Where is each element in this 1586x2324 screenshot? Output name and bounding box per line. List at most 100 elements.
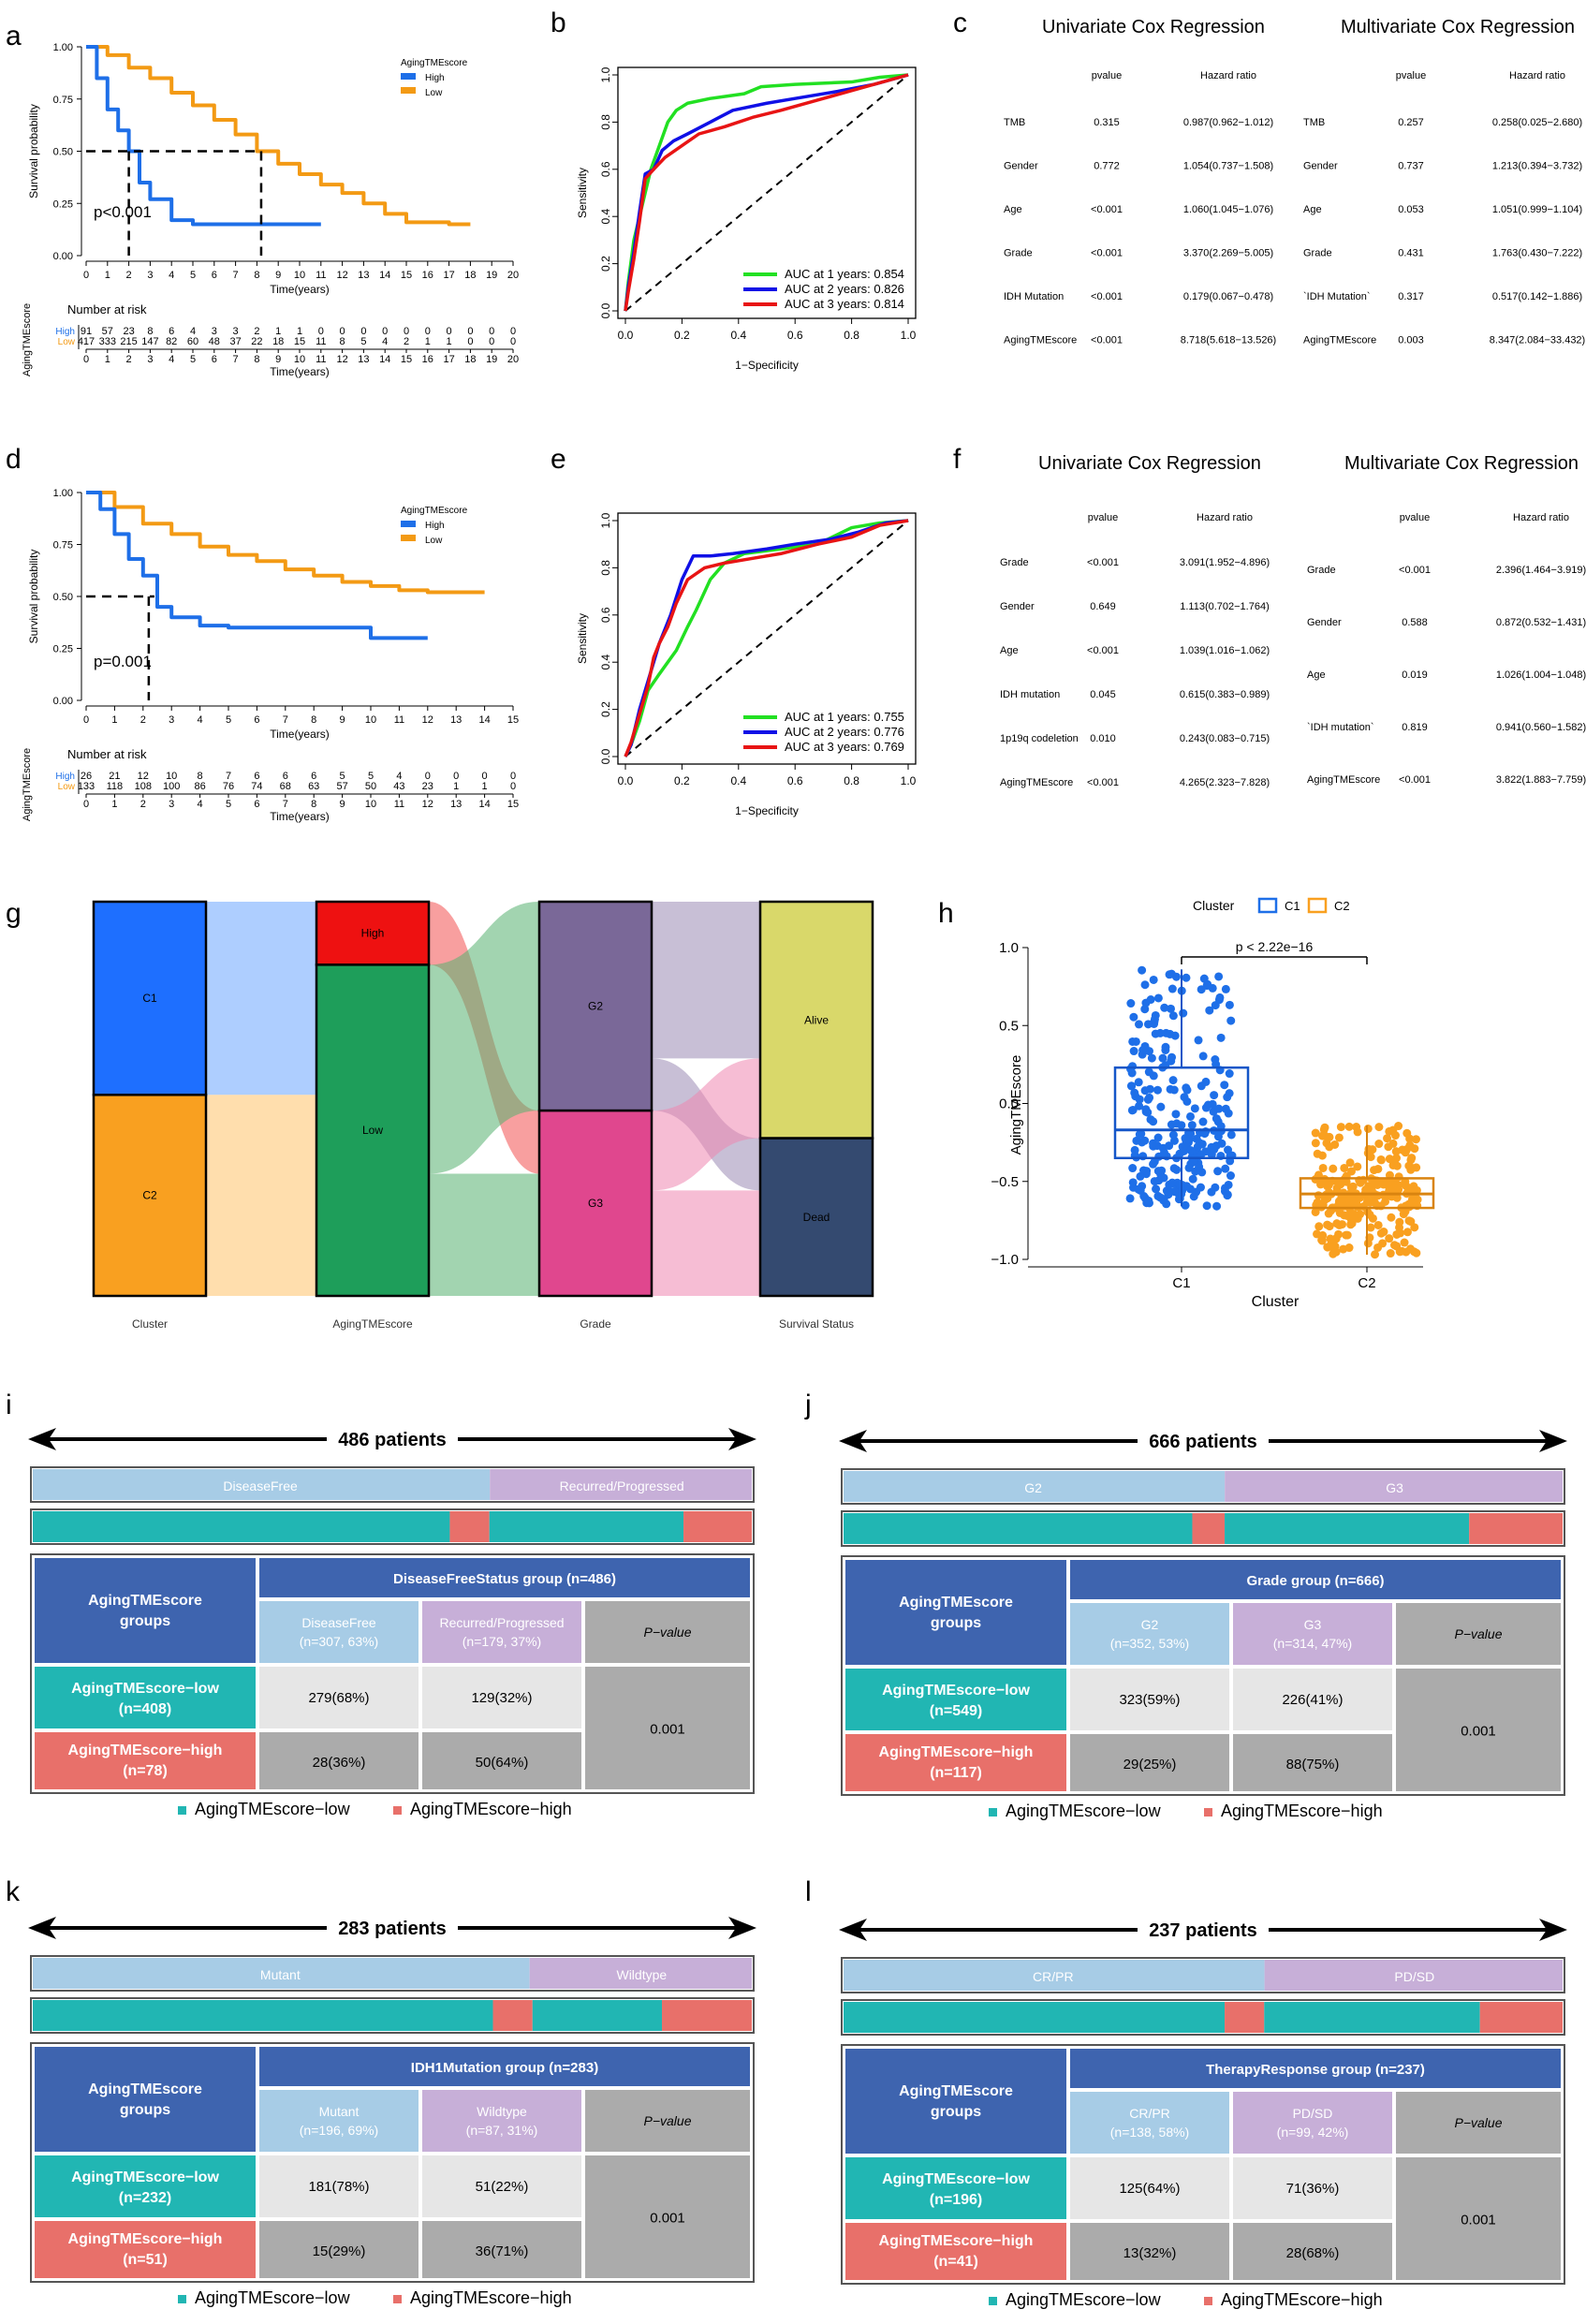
box-point-c1	[1184, 1163, 1194, 1172]
risk-low-value: 43	[393, 781, 404, 792]
risk-low-value: 108	[135, 781, 152, 792]
km-y-tick-label: 0.00	[53, 251, 73, 262]
cell-low-2	[422, 1667, 581, 1728]
risk-low-value: 0	[489, 336, 494, 347]
risk-x-tick-label: 5	[226, 799, 231, 810]
km-x-tick-label: 3	[169, 714, 174, 726]
box-point-c1	[1194, 1036, 1203, 1045]
cox-multi-variable: AgingTMEscore	[1307, 774, 1380, 786]
group-bar-segment-1	[844, 2002, 1226, 2033]
box-point-c2	[1322, 1139, 1331, 1148]
box-point-c2	[1387, 1213, 1396, 1222]
cox-multi-col-hr: Hazard ratio	[1513, 512, 1569, 523]
risk-x-tick-label: 13	[450, 799, 462, 810]
box-point-c2	[1394, 1122, 1403, 1131]
cox-multi-variable: Gender	[1303, 161, 1338, 172]
cox-uni-col-pvalue: pvalue	[1088, 512, 1118, 523]
group-header-label: DiseaseFreeStatus group (n=486)	[393, 1571, 616, 1587]
group-bar-segment-4	[1469, 1513, 1563, 1544]
risk-high-value: 1	[297, 326, 302, 337]
box-point-c2	[1406, 1165, 1416, 1174]
cell-low-1-value: 279(68%)	[308, 1690, 369, 1706]
risk-low-value: 4	[382, 336, 388, 347]
roc-y-tick-label: 0.4	[599, 209, 612, 225]
box-point-c2	[1402, 1228, 1412, 1237]
box-point-c1	[1226, 1130, 1236, 1140]
box-point-c2	[1320, 1131, 1329, 1140]
box-y-tick-label: −1.0	[991, 1252, 1019, 1268]
sub-header-1-label: Mutant	[319, 2104, 360, 2119]
box-point-c2	[1311, 1139, 1320, 1148]
roc-y-tick-label: 1.0	[599, 66, 612, 82]
box-point-c1	[1168, 1130, 1178, 1140]
risk-x-tick-label: 10	[294, 354, 305, 365]
cox-multi-variable: Age	[1303, 204, 1322, 215]
cell-high-1	[259, 1732, 419, 1789]
risk-x-tick-label: 12	[422, 799, 433, 810]
risk-low-value: 74	[251, 781, 262, 792]
sankey-node-label-Low: Low	[362, 1124, 383, 1137]
cell-low-1	[259, 1667, 419, 1728]
cell-low-2-value: 51(22%)	[476, 2179, 529, 2195]
box-point-c2	[1356, 1193, 1365, 1202]
category-label-2: Wildtype	[616, 1967, 667, 1982]
box-point-c2	[1371, 1250, 1380, 1259]
box-point-c1	[1208, 1099, 1217, 1109]
box-point-c1	[1126, 999, 1136, 1008]
km-x-tick-label: 4	[198, 714, 203, 726]
roc-x-tick-label: 0.8	[844, 329, 859, 342]
risk-x-tick-label: 20	[507, 354, 519, 365]
row-high-label: AgingTMEscore−high	[68, 2231, 223, 2247]
risk-x-tick-label: 8	[254, 354, 259, 365]
category-label-1: DiseaseFree	[223, 1478, 298, 1493]
roc-curve-3	[624, 73, 909, 312]
corner-header	[35, 1558, 256, 1663]
sankey-node-label-Alive: Alive	[804, 1013, 829, 1026]
sankey-flow-g3-alive	[652, 1058, 760, 1191]
cox-uni-hr: 3.091(1.952−4.896)	[1180, 557, 1270, 568]
box-point-c1	[1195, 1162, 1204, 1171]
cell-low-1	[1070, 2157, 1229, 2219]
risk-high-value: 0	[467, 326, 473, 337]
roc-y-tick-label: 0.8	[599, 560, 612, 576]
box-point-c1	[1135, 1130, 1144, 1140]
risk-high-value: 0	[453, 771, 459, 782]
sub-header-2	[1233, 1603, 1392, 1665]
box-point-c1	[1150, 1177, 1159, 1186]
box-point-c1	[1221, 984, 1230, 993]
box-point-c1	[1225, 1000, 1234, 1009]
pvalue-value: 0.001	[650, 2211, 685, 2227]
cox-uni-variable: Grade	[1004, 248, 1033, 259]
sankey-node-Alive	[758, 900, 874, 1140]
cell-low-2	[1233, 1669, 1392, 1730]
risk-low-value: 60	[187, 336, 198, 347]
km-x-tick-label: 14	[379, 270, 390, 281]
roc-legend-3: AUC at 3 years: 0.814	[785, 297, 904, 311]
risk-x-tick-label: 17	[443, 354, 454, 365]
box-point-c2	[1348, 1182, 1358, 1191]
cox-multivariate-title: Multivariate Cox Regression	[1344, 453, 1579, 474]
box-legend-c2-swatch	[1307, 897, 1328, 914]
box-point-c1	[1166, 1004, 1175, 1013]
roc-y-tick-label: 0.2	[599, 701, 612, 717]
risk-label-low: Low	[58, 782, 76, 792]
box-point-c2	[1344, 1243, 1354, 1253]
group-header	[1070, 2049, 1561, 2088]
box-point-c2	[1374, 1123, 1384, 1132]
count-arrow-right	[1539, 1430, 1567, 1452]
row-low-label: AgingTMEscore−low	[882, 1683, 1030, 1699]
group-bar-segment-3	[489, 1511, 684, 1542]
box-point-c1	[1214, 1104, 1224, 1113]
cell-low-1-value: 323(59%)	[1119, 1692, 1180, 1708]
count-arrow-right	[728, 1428, 756, 1450]
risk-low-value: 333	[99, 336, 116, 347]
cell-low-1-value: 125(64%)	[1119, 2181, 1180, 2197]
risk-high-value: 6	[169, 326, 174, 337]
box-point-c2	[1364, 1144, 1373, 1154]
corner-header-line1: AgingTMEscore	[88, 1593, 202, 1609]
risk-title: Number at risk	[67, 302, 147, 316]
km-x-tick-label: 12	[422, 714, 433, 726]
km-x-tick-label: 4	[169, 270, 174, 281]
risk-high-value: 23	[123, 326, 134, 337]
box-point-c1	[1130, 1088, 1139, 1097]
